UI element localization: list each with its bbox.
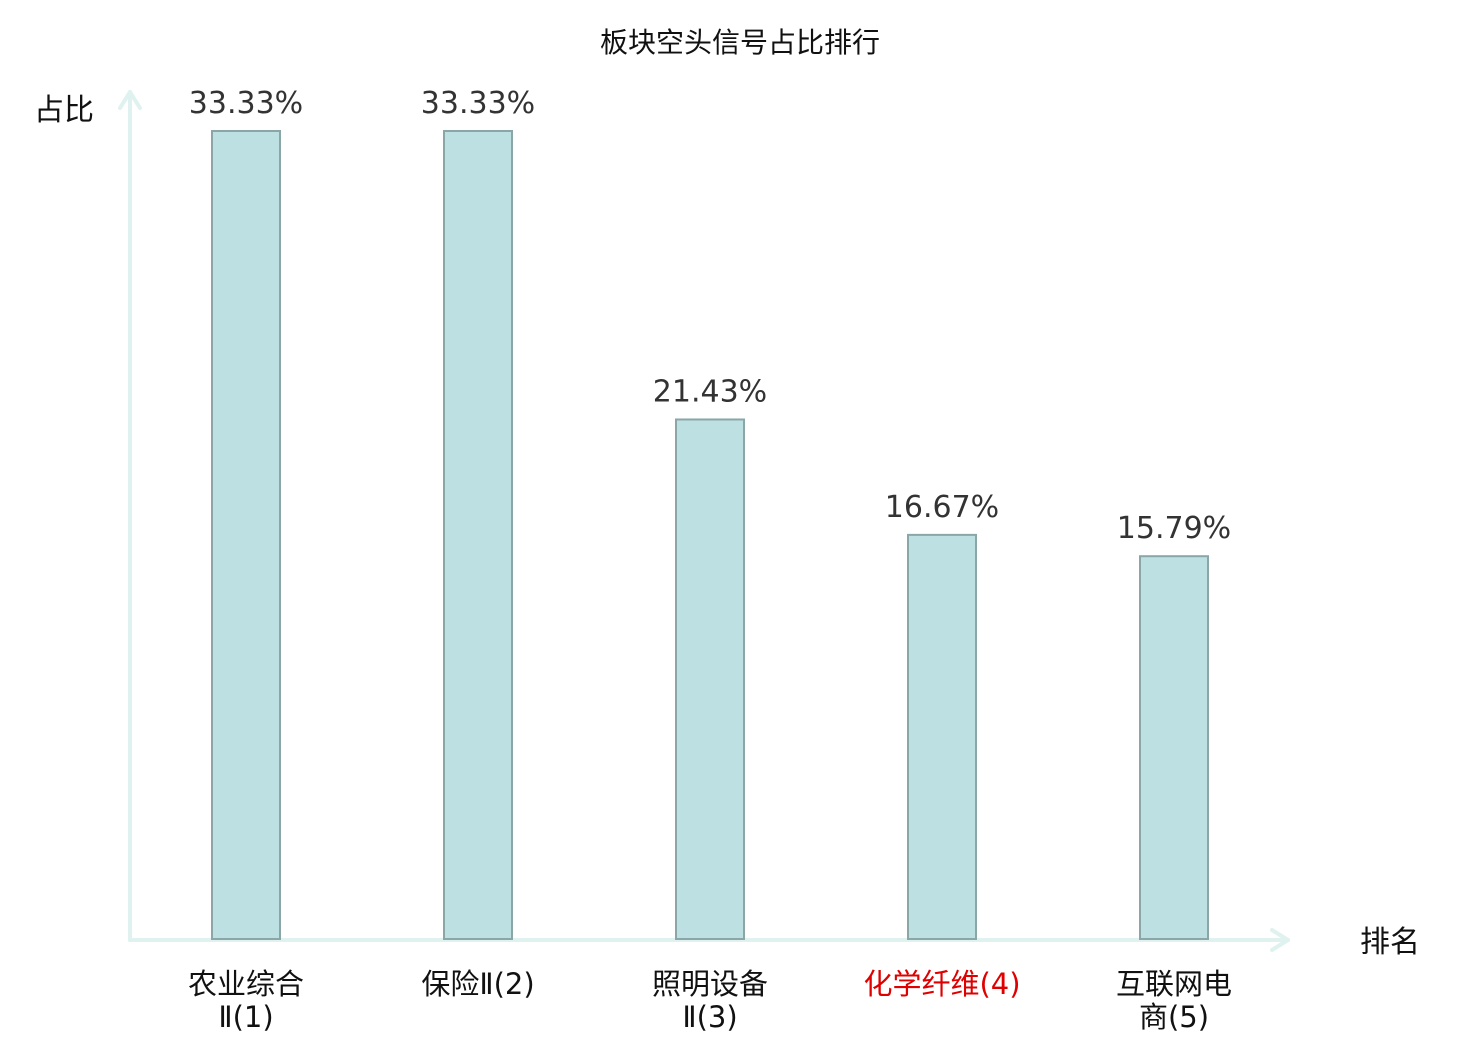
category-label-5-line-1: 互联网电	[1116, 967, 1232, 1001]
bar-3	[675, 418, 745, 940]
category-label-4-line-1: 化学纤维(4)	[863, 967, 1020, 1001]
value-labels-group: 33.33% 33.33% 21.43% 16.67% 15.79%	[189, 86, 1231, 546]
category-label-3-line-1: 照明设备	[652, 967, 768, 1001]
value-label-2: 33.33%	[421, 86, 535, 121]
value-label-4: 16.67%	[885, 490, 999, 525]
category-label-5-line-2: 商(5)	[1139, 1000, 1209, 1034]
category-label-1-line-2: Ⅱ(1)	[218, 1000, 273, 1034]
category-label-3-line-2: Ⅱ(3)	[682, 1000, 737, 1034]
x-axis-label: 排名	[1360, 925, 1420, 960]
bar-5	[1139, 555, 1209, 940]
bar-1	[211, 130, 281, 940]
chart-title: 板块空头信号占比排行	[600, 26, 880, 59]
value-label-5: 15.79%	[1117, 511, 1231, 546]
value-label-3: 21.43%	[653, 374, 767, 409]
y-axis-label: 占比	[34, 93, 94, 128]
bar-2	[443, 130, 513, 940]
y-axis-arrow-icon	[118, 90, 142, 110]
x-axis-arrow-icon	[1270, 928, 1290, 952]
bar-4	[907, 533, 977, 940]
category-label-1-line-1: 农业综合	[188, 967, 304, 1001]
bars-group	[211, 130, 1209, 940]
category-label-2-line-1: 保险Ⅱ(2)	[421, 967, 534, 1001]
value-label-1: 33.33%	[189, 86, 303, 121]
